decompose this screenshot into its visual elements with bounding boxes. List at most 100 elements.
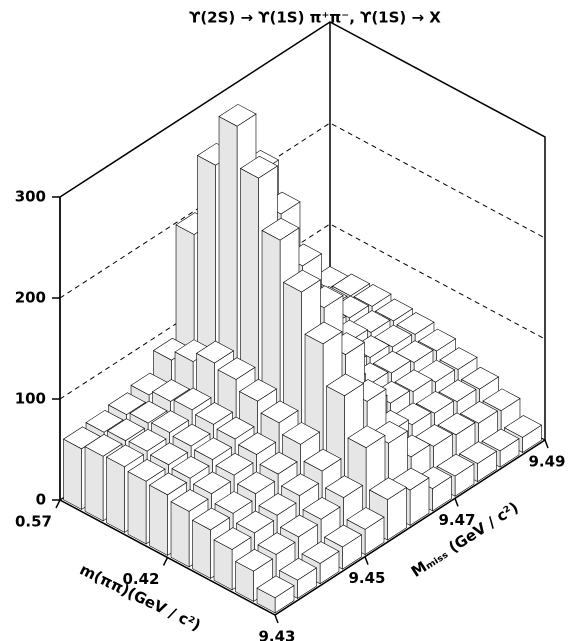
bar-top	[368, 477, 408, 500]
bar-top	[239, 155, 279, 179]
bar-top	[372, 350, 412, 374]
bar-top	[437, 412, 476, 436]
bar-top	[259, 451, 298, 475]
bar-top	[170, 489, 209, 512]
bar-top	[193, 437, 233, 460]
bar-top	[260, 400, 299, 424]
bar-top	[282, 269, 322, 293]
x-tick-label: 0.57	[15, 513, 52, 531]
bar-top	[481, 428, 520, 452]
bar-top	[261, 217, 300, 241]
bar-top	[107, 392, 147, 415]
bar-top	[503, 415, 543, 438]
y-tick	[274, 614, 279, 624]
bar-top	[396, 312, 435, 335]
bar-top	[191, 507, 231, 531]
bar-top	[106, 418, 146, 442]
y-tick-label: 9.47	[438, 511, 475, 529]
bar-top	[85, 409, 124, 433]
bar-top	[151, 379, 191, 402]
bar-top	[280, 473, 320, 497]
chart-title: ϒ(2S) → ϒ(1S) π⁺π⁻, ϒ(1S) → X	[189, 9, 441, 27]
bar-top	[150, 410, 190, 433]
bar-top	[438, 379, 477, 403]
z-tick-label: 300	[15, 188, 46, 206]
bar-top	[149, 442, 189, 466]
bar-top	[417, 328, 457, 352]
bar-top	[323, 524, 363, 548]
bar-top	[129, 400, 168, 424]
bar-top	[192, 471, 232, 495]
bar-side	[192, 519, 211, 579]
bar-top	[218, 103, 257, 127]
bar-top	[374, 298, 414, 322]
y-tick-label: 9.43	[258, 628, 295, 641]
bar-top	[394, 369, 433, 392]
bar-top	[279, 514, 319, 538]
bar-top	[303, 448, 342, 472]
bar-top	[482, 388, 521, 412]
bar-top	[234, 548, 274, 572]
z-tick-label: 0	[36, 491, 46, 509]
bar-top	[278, 557, 318, 581]
bar-top	[195, 340, 235, 364]
bar-top	[213, 527, 252, 550]
bar-top	[459, 401, 499, 424]
bar-top	[237, 432, 277, 455]
bar-top	[127, 459, 166, 482]
x-tick-label: 0.42	[122, 570, 159, 588]
bar-top	[214, 491, 253, 514]
y-tick	[364, 556, 369, 565]
bar-top	[324, 475, 364, 498]
bar-top	[301, 541, 340, 564]
bar-side	[127, 471, 147, 545]
bar-side	[149, 484, 168, 556]
bar-top	[257, 532, 296, 555]
y-tick	[544, 439, 549, 449]
y-axis	[274, 439, 546, 616]
grid-line	[59, 21, 546, 198]
bar-top	[304, 321, 343, 345]
y-tick-label: 9.49	[528, 453, 565, 471]
bar-top	[436, 453, 475, 477]
bar-top	[173, 387, 212, 411]
bar-top	[172, 423, 211, 447]
bar-top	[331, 273, 371, 297]
bar-top	[171, 455, 210, 479]
z-tick-label: 100	[15, 390, 46, 408]
bar-side	[170, 501, 190, 568]
bar-top	[302, 497, 341, 520]
bar-top	[439, 347, 478, 370]
y-tick-label: 9.45	[348, 569, 385, 587]
bar-top	[281, 422, 321, 445]
bar-top	[217, 357, 256, 380]
bar-top	[84, 434, 123, 457]
bar-top	[235, 510, 275, 534]
bar-side	[106, 456, 125, 533]
bar-top	[460, 366, 500, 390]
bar-side	[84, 446, 104, 522]
bar-top	[415, 390, 455, 414]
bar-top	[346, 507, 385, 530]
z-tick-label: 200	[15, 289, 46, 307]
bar-top	[148, 472, 188, 496]
bar-top	[347, 425, 386, 449]
y-tick	[454, 498, 459, 507]
bar-top	[236, 471, 276, 495]
bar-top	[215, 452, 254, 476]
bar-side	[63, 438, 82, 510]
bar-top	[458, 441, 498, 464]
x-tick	[162, 557, 169, 566]
bar-top	[238, 378, 278, 402]
bar-top	[194, 402, 234, 425]
x-tick	[55, 499, 61, 509]
bar-top	[128, 428, 167, 452]
bar-top	[325, 373, 365, 397]
bar	[256, 575, 295, 614]
bar-top	[258, 493, 297, 516]
bar-top	[256, 575, 295, 599]
bar-top	[105, 444, 145, 468]
bar-top	[353, 284, 392, 307]
bar-top	[216, 416, 255, 440]
